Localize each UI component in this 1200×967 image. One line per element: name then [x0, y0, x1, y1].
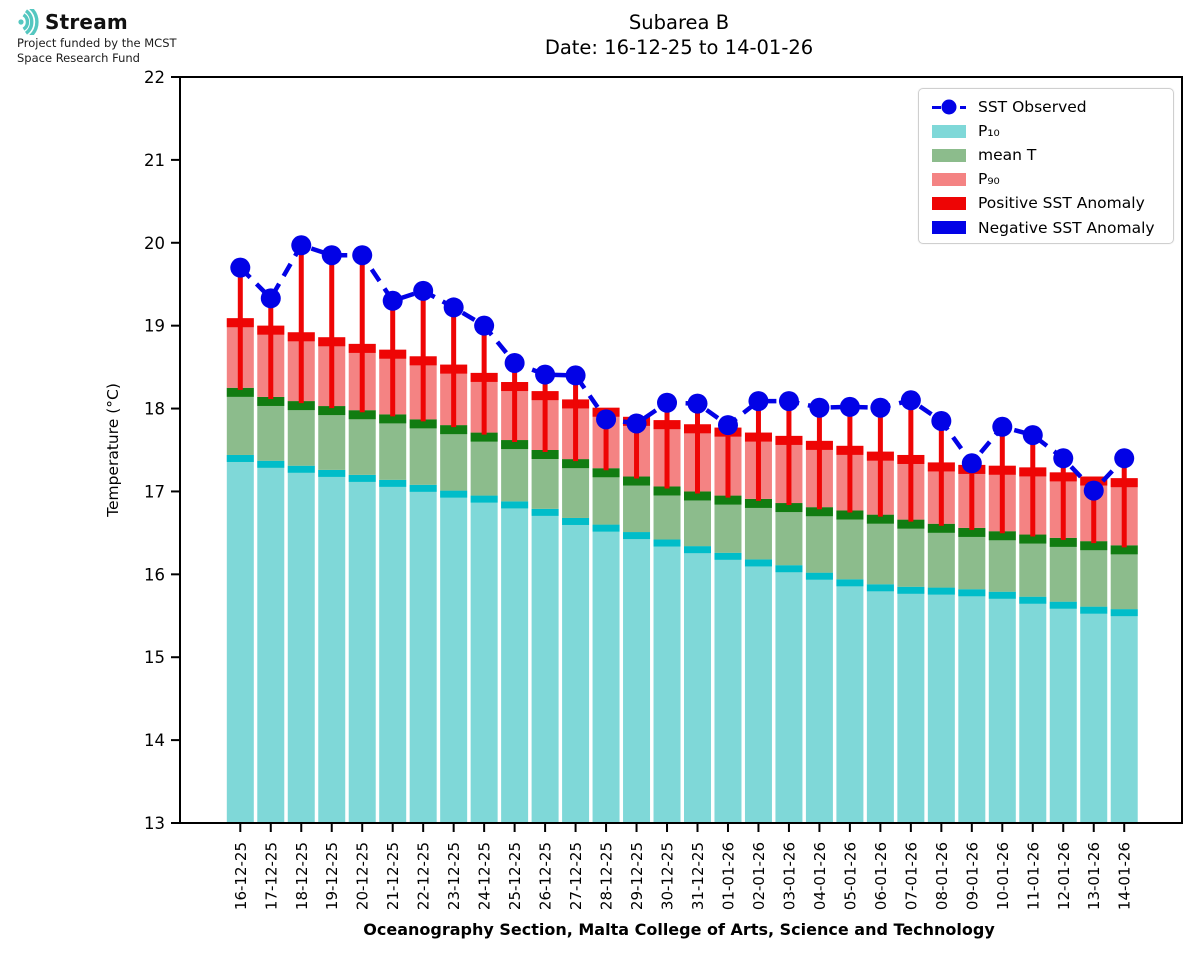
svg-text:17: 17 — [144, 482, 165, 501]
svg-text:28-12-25: 28-12-25 — [598, 842, 616, 910]
svg-text:14-01-26: 14-01-26 — [1116, 842, 1134, 910]
svg-text:16-12-25: 16-12-25 — [232, 842, 250, 910]
svg-text:21-12-25: 21-12-25 — [384, 842, 402, 910]
svg-text:10-01-26: 10-01-26 — [994, 842, 1012, 910]
legend-patch-mean — [932, 148, 966, 162]
svg-text:04-01-26: 04-01-26 — [811, 842, 829, 910]
legend-item-p90: P₉₀ — [932, 167, 1173, 191]
svg-text:08-01-26: 08-01-26 — [933, 842, 951, 910]
svg-text:12-01-26: 12-01-26 — [1055, 842, 1073, 910]
svg-text:18: 18 — [144, 400, 165, 419]
color-patch-icon — [932, 196, 966, 210]
svg-text:22-12-25: 22-12-25 — [415, 842, 433, 910]
legend-patch-p10 — [932, 124, 966, 138]
axes-frame — [179, 76, 1183, 824]
chart-title: Subarea B Date: 16-12-25 to 14-01-26 — [545, 10, 813, 60]
stream-logo: Stream Project funded by the MCST Space … — [17, 6, 177, 65]
color-patch-icon — [932, 148, 966, 162]
svg-text:14: 14 — [144, 731, 165, 750]
logo-title: Stream — [45, 10, 128, 34]
svg-text:26-12-25: 26-12-25 — [537, 842, 555, 910]
svg-text:23-12-25: 23-12-25 — [445, 842, 463, 910]
color-patch-icon — [932, 124, 966, 138]
svg-text:30-12-25: 30-12-25 — [659, 842, 677, 910]
legend-item-positive-anomaly: Positive SST Anomaly — [932, 191, 1173, 215]
legend-label: P₁₀ — [978, 122, 1000, 141]
legend-patch-negative-anomaly — [932, 221, 966, 235]
legend-line-dot-marker — [932, 99, 966, 115]
color-patch-icon — [932, 221, 966, 235]
legend-patch-positive-anomaly — [932, 196, 966, 210]
svg-text:02-01-26: 02-01-26 — [750, 842, 768, 910]
svg-text:05-01-26: 05-01-26 — [841, 842, 859, 910]
anomaly-lines — [237, 245, 1127, 548]
legend-label: mean T — [978, 146, 1037, 165]
svg-text:07-01-26: 07-01-26 — [902, 842, 920, 910]
legend-label: P₉₀ — [978, 170, 1000, 189]
legend-item-negative-anomaly: Negative SST Anomaly — [932, 215, 1173, 239]
svg-text:18-12-25: 18-12-25 — [293, 842, 311, 910]
legend-item-mean-t: mean T — [932, 143, 1173, 167]
legend-patch-p90 — [932, 172, 966, 186]
svg-text:01-01-26: 01-01-26 — [719, 842, 737, 910]
y-axis-label: Temperature (°C) — [104, 383, 122, 517]
svg-text:24-12-25: 24-12-25 — [476, 842, 494, 910]
svg-text:25-12-25: 25-12-25 — [506, 842, 524, 910]
svg-text:13: 13 — [144, 814, 165, 833]
legend-item-p10: P₁₀ — [932, 119, 1173, 143]
chart-title-line1: Subarea B — [628, 11, 730, 34]
legend: SST Observed P₁₀ mean T P₉₀ Positive SST… — [918, 88, 1174, 244]
logo-subtitle-line2: Space Research Fund — [17, 51, 140, 65]
svg-text:11-01-26: 11-01-26 — [1024, 842, 1042, 910]
svg-text:20-12-25: 20-12-25 — [354, 842, 372, 910]
svg-text:16: 16 — [144, 565, 165, 584]
svg-text:27-12-25: 27-12-25 — [567, 842, 585, 910]
axis-ticks-and-labels: 13 14 15 16 17 18 19 20 21 22 16-12-25 17-12-25 18-1… — [144, 68, 1134, 910]
svg-text:22: 22 — [144, 68, 165, 87]
svg-text:21: 21 — [144, 151, 165, 170]
svg-text:31-12-25: 31-12-25 — [689, 842, 707, 910]
legend-label: Negative SST Anomaly — [978, 218, 1155, 237]
svg-text:15: 15 — [144, 648, 165, 667]
svg-text:13-01-26: 13-01-26 — [1085, 842, 1103, 910]
svg-text:03-01-26: 03-01-26 — [780, 842, 798, 910]
logo-subtitle-line1: Project funded by the MCST — [17, 36, 177, 50]
color-patch-icon — [932, 172, 966, 186]
legend-item-sst-observed: SST Observed — [932, 95, 1173, 119]
chart-title-line2: Date: 16-12-25 to 14-01-26 — [544, 36, 814, 59]
sst-observed-line — [230, 235, 1135, 501]
legend-label: Positive SST Anomaly — [978, 194, 1145, 213]
svg-text:19: 19 — [144, 317, 165, 336]
circle-marker-icon — [941, 99, 957, 115]
svg-text:20: 20 — [144, 234, 165, 253]
legend-label: SST Observed — [978, 98, 1087, 117]
svg-text:09-01-26: 09-01-26 — [963, 842, 981, 910]
x-axis-label: Oceanography Section, Malta College of A… — [363, 920, 995, 939]
svg-text:06-01-26: 06-01-26 — [872, 842, 890, 910]
stream-waves-icon — [17, 6, 43, 38]
svg-text:17-12-25: 17-12-25 — [262, 842, 280, 910]
svg-text:29-12-25: 29-12-25 — [628, 842, 646, 910]
svg-text:19-12-25: 19-12-25 — [323, 842, 341, 910]
